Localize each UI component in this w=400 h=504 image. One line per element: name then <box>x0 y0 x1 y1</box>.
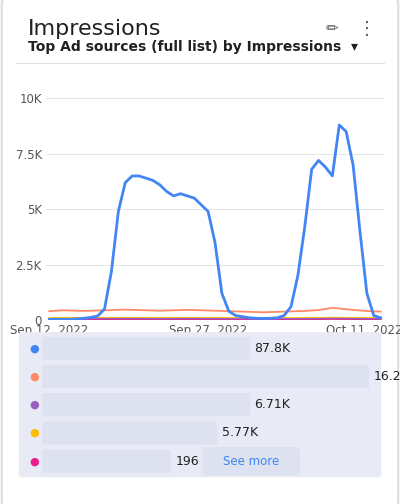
Text: 196: 196 <box>175 455 199 468</box>
Text: ⋮: ⋮ <box>358 20 376 38</box>
Text: See more: See more <box>223 455 280 468</box>
Text: ●: ● <box>29 343 39 353</box>
Text: Impressions: Impressions <box>28 19 162 39</box>
Text: ●: ● <box>29 456 39 466</box>
Text: 5.77K: 5.77K <box>222 426 258 439</box>
Text: 87.8K: 87.8K <box>254 342 291 355</box>
Text: 16.2K: 16.2K <box>374 370 400 383</box>
Text: ✏: ✏ <box>326 21 339 36</box>
Text: ●: ● <box>29 371 39 382</box>
Text: ●: ● <box>29 428 39 438</box>
Text: Top Ad sources (full list) by Impressions  ▾: Top Ad sources (full list) by Impression… <box>28 40 358 54</box>
Text: 6.71K: 6.71K <box>254 398 290 411</box>
Text: ●: ● <box>29 400 39 410</box>
